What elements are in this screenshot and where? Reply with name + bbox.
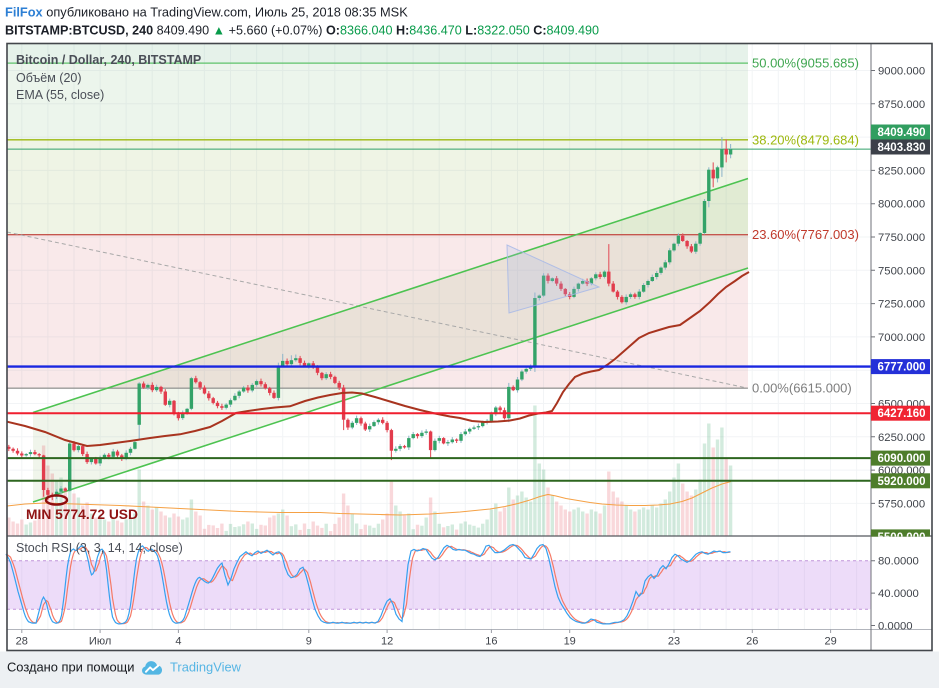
- svg-text:6250.000: 6250.000: [878, 432, 925, 444]
- svg-text:7500.000: 7500.000: [878, 265, 925, 277]
- svg-text:6090.000: 6090.000: [878, 453, 926, 465]
- svg-text:5920.000: 5920.000: [878, 476, 926, 488]
- svg-text:Stoch RSI (3, 3, 14, 14, close: Stoch RSI (3, 3, 14, 14, close): [16, 541, 183, 555]
- svg-text:4: 4: [175, 636, 181, 648]
- svg-text:5750.000: 5750.000: [878, 498, 925, 510]
- svg-text:23: 23: [668, 636, 680, 648]
- svg-text:Июл: Июл: [89, 636, 111, 648]
- svg-text:8000.000: 8000.000: [878, 199, 925, 211]
- svg-text:Объём (20): Объём (20): [16, 71, 82, 85]
- svg-text:12: 12: [381, 636, 393, 648]
- svg-text:BITSTAMP:BTCUSD, 240 8409.490: BITSTAMP:BTCUSD, 240 8409.490 ▲ +5.660 (…: [5, 24, 599, 38]
- svg-text:7750.000: 7750.000: [878, 232, 925, 244]
- svg-text:MIN 5774.72 USD: MIN 5774.72 USD: [26, 507, 138, 522]
- svg-text:8750.000: 8750.000: [878, 99, 925, 111]
- svg-text:38.20%(8479.684): 38.20%(8479.684): [752, 132, 859, 147]
- svg-text:6427.160: 6427.160: [878, 408, 926, 420]
- svg-text:8250.000: 8250.000: [878, 165, 925, 177]
- svg-text:FilFox опубликовано на Trading: FilFox опубликовано на TradingView.com, …: [5, 5, 408, 20]
- svg-text:TradingView: TradingView: [170, 660, 242, 675]
- svg-text:40.0000: 40.0000: [878, 588, 919, 600]
- svg-text:23.60%(7767.003): 23.60%(7767.003): [752, 227, 859, 242]
- svg-text:7250.000: 7250.000: [878, 299, 925, 311]
- svg-text:50.00%(9055.685): 50.00%(9055.685): [752, 56, 859, 71]
- svg-text:9000.000: 9000.000: [878, 66, 925, 78]
- svg-text:9: 9: [306, 636, 312, 648]
- svg-text:19: 19: [564, 636, 576, 648]
- svg-text:8403.830: 8403.830: [878, 142, 926, 154]
- svg-text:29: 29: [824, 636, 836, 648]
- svg-text:8409.490: 8409.490: [878, 127, 926, 139]
- svg-text:0.00%(6615.000): 0.00%(6615.000): [752, 381, 852, 396]
- svg-text:80.0000: 80.0000: [878, 556, 919, 568]
- svg-text:6777.000: 6777.000: [878, 362, 926, 374]
- svg-text:0.0000: 0.0000: [878, 621, 913, 633]
- svg-text:5500.000: 5500.000: [878, 532, 926, 544]
- svg-text:28: 28: [16, 636, 28, 648]
- svg-text:7000.000: 7000.000: [878, 332, 925, 344]
- svg-text:EMA (55, close): EMA (55, close): [16, 88, 104, 102]
- svg-text:26: 26: [746, 636, 758, 648]
- svg-text:16: 16: [485, 636, 497, 648]
- svg-text:Bitcoin / Dollar, 240, BITSTAM: Bitcoin / Dollar, 240, BITSTAMP: [16, 53, 201, 67]
- svg-text:Создано при помощи: Создано при помощи: [7, 660, 134, 675]
